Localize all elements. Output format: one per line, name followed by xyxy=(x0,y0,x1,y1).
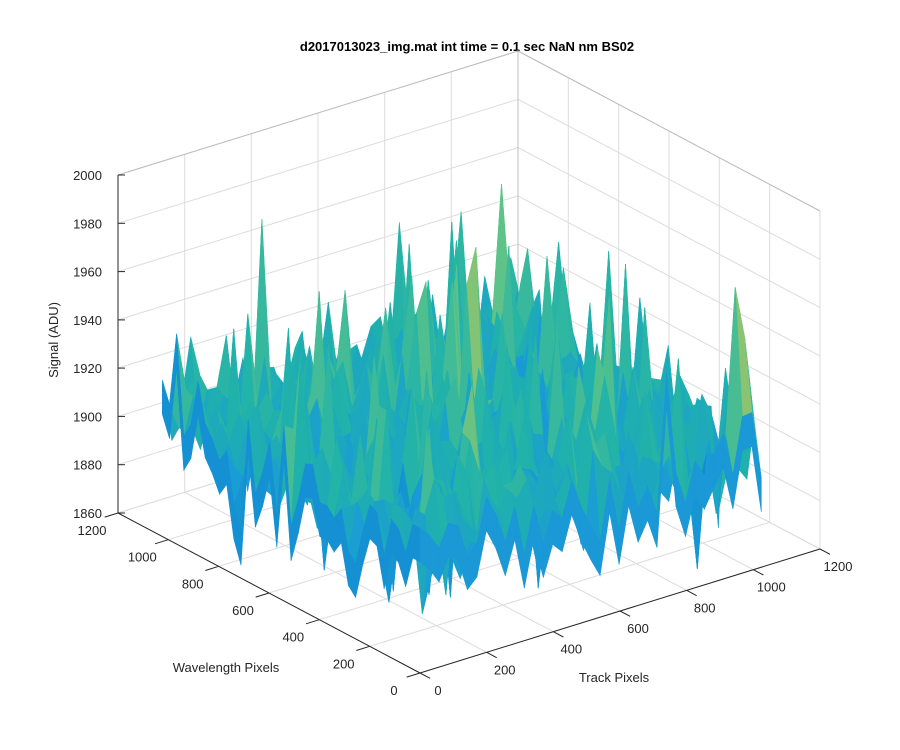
y-tick xyxy=(205,565,219,571)
z-tick-label: 1920 xyxy=(73,361,102,376)
surface-edge xyxy=(448,522,459,560)
grid-line xyxy=(517,147,821,309)
x-tick-label: 400 xyxy=(560,642,582,657)
box-edge xyxy=(517,50,821,212)
y-tick-label: 200 xyxy=(333,656,355,671)
surface-mesh xyxy=(162,183,762,614)
z-tick-label: 1880 xyxy=(73,458,102,473)
y-tick xyxy=(305,619,320,625)
chart-title: d2017013023_img.mat int time = 0.1 sec N… xyxy=(300,39,634,54)
x-tick-label: 1200 xyxy=(824,559,853,574)
grid-line xyxy=(117,98,519,224)
surface-edge xyxy=(552,509,563,553)
y-tick xyxy=(104,512,119,518)
surface-edge xyxy=(742,412,753,451)
y-tick-label: 1000 xyxy=(128,550,157,565)
y-tick-label: 1200 xyxy=(78,523,107,538)
y-tick xyxy=(406,672,421,678)
y-tick-label: 800 xyxy=(182,576,204,591)
z-tick-label: 2000 xyxy=(73,168,102,183)
y-tick xyxy=(154,539,169,545)
z-tick-label: 1980 xyxy=(73,216,102,231)
surface-edge xyxy=(369,504,378,547)
y-tick-label: 600 xyxy=(232,603,254,618)
y-tick xyxy=(356,645,370,651)
x-tick xyxy=(553,631,564,638)
grid-line xyxy=(117,147,519,273)
y-tick-label: 400 xyxy=(282,630,304,645)
x-tick xyxy=(619,610,631,617)
surface-edge xyxy=(162,380,170,439)
grid-line xyxy=(517,195,821,357)
y-axis-label: Wavelength Pixels xyxy=(173,660,280,675)
x-tick xyxy=(753,569,764,576)
grid-line xyxy=(517,243,821,405)
y-tick xyxy=(255,592,270,598)
surface-edge xyxy=(305,463,313,499)
z-tick-label: 1940 xyxy=(73,313,102,328)
tick-labels: 0 200 400 600 800 1000 1200 0 200 400 600 800 1000 12… xyxy=(73,168,852,698)
x-tick xyxy=(686,589,697,597)
surface-edge xyxy=(419,527,430,570)
z-tick-label: 1860 xyxy=(73,506,102,521)
x-tick-label: 0 xyxy=(434,683,441,698)
x-tick xyxy=(419,672,431,679)
grid-line xyxy=(117,195,519,321)
z-tick-label: 1960 xyxy=(73,265,102,280)
surface-edge xyxy=(412,523,421,563)
x-tick-label: 200 xyxy=(494,662,516,677)
x-axis-label: Track Pixels xyxy=(579,670,650,685)
x-tick-label: 1000 xyxy=(757,580,786,595)
x-tick-label: 800 xyxy=(694,600,716,615)
axes-lines xyxy=(104,174,831,679)
x-tick xyxy=(819,548,831,555)
surface-edge xyxy=(319,502,328,540)
y-tick-label: 0 xyxy=(390,683,397,698)
grid-line xyxy=(517,98,821,260)
surface-edge xyxy=(751,412,762,513)
z-axis-label: Signal (ADU) xyxy=(46,302,61,378)
z-tick-label: 1900 xyxy=(73,409,102,424)
x-tick-label: 600 xyxy=(627,621,649,636)
x-tick xyxy=(486,651,497,659)
box-edge xyxy=(117,50,519,176)
